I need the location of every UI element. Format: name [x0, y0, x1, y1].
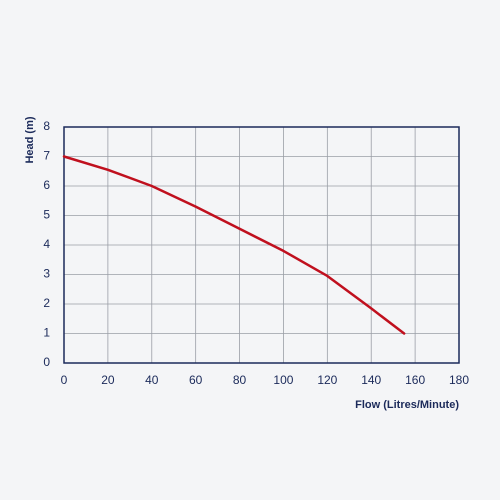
x-tick-label: 0: [61, 373, 68, 387]
x-tick-label: 40: [145, 373, 159, 387]
y-tick-label: 4: [43, 237, 50, 251]
y-tick-label: 5: [43, 208, 50, 222]
x-tick-label: 60: [189, 373, 203, 387]
x-tick-label: 180: [449, 373, 469, 387]
x-tick-label: 80: [233, 373, 247, 387]
x-tick-label: 160: [405, 373, 425, 387]
y-tick-label: 1: [43, 326, 50, 340]
x-tick-label: 100: [273, 373, 293, 387]
y-tick-label: 2: [43, 296, 50, 310]
x-tick-label: 20: [101, 373, 115, 387]
x-axis-label: Flow (Litres/Minute): [355, 399, 459, 411]
y-tick-label: 6: [43, 178, 50, 192]
y-axis-label: Head (m): [24, 116, 36, 163]
curve: [62, 155, 406, 335]
plot-border: [63, 126, 460, 364]
y-tick-label: 0: [43, 355, 50, 369]
x-tick-label: 140: [361, 373, 381, 387]
y-tick-label: 8: [43, 119, 50, 133]
y-tick-label: 7: [43, 149, 50, 163]
x-tick-label: 120: [317, 373, 337, 387]
y-tick-label: 3: [43, 267, 50, 281]
